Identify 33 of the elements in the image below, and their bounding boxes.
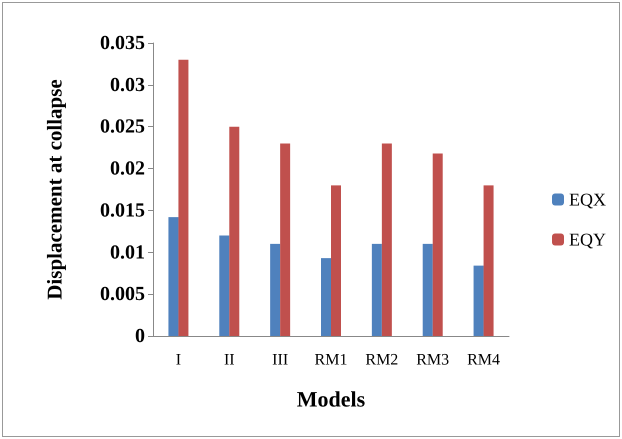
bar — [219, 236, 230, 336]
legend-label: EQX — [569, 190, 606, 210]
x-tick-label: I — [176, 352, 182, 368]
y-axis-title: Displacement at collapse — [42, 79, 66, 300]
y-tick-label: 0.035 — [100, 32, 145, 54]
x-tick-label: III — [272, 352, 288, 368]
bar — [372, 244, 382, 336]
bar — [178, 60, 188, 336]
bar — [270, 244, 280, 336]
bar — [280, 143, 290, 336]
bar — [484, 185, 494, 336]
x-tick-label: RM1 — [314, 352, 348, 368]
bar — [422, 244, 433, 336]
y-tick-label: 0.025 — [100, 116, 145, 138]
bar — [168, 217, 178, 336]
x-tick-label: RM4 — [467, 352, 500, 368]
x-tick-label: RM3 — [416, 352, 450, 368]
bar — [321, 258, 331, 336]
bar — [331, 185, 341, 336]
legend-label: EQY — [569, 230, 606, 250]
x-axis-title: Models — [296, 386, 366, 412]
y-tick-label: 0.02 — [110, 158, 145, 180]
bar — [382, 143, 392, 336]
bar — [229, 126, 240, 336]
bar — [432, 154, 443, 336]
bar — [474, 266, 484, 336]
y-tick-label: 0.005 — [100, 283, 145, 306]
x-tick-label: RM2 — [365, 352, 398, 368]
y-tick-label: 0.03 — [110, 74, 145, 96]
x-tick-label: II — [224, 352, 235, 368]
y-tick-label: 0.015 — [100, 199, 145, 222]
y-tick-label: 0.01 — [110, 241, 145, 264]
y-tick-label: 0 — [135, 325, 145, 347]
